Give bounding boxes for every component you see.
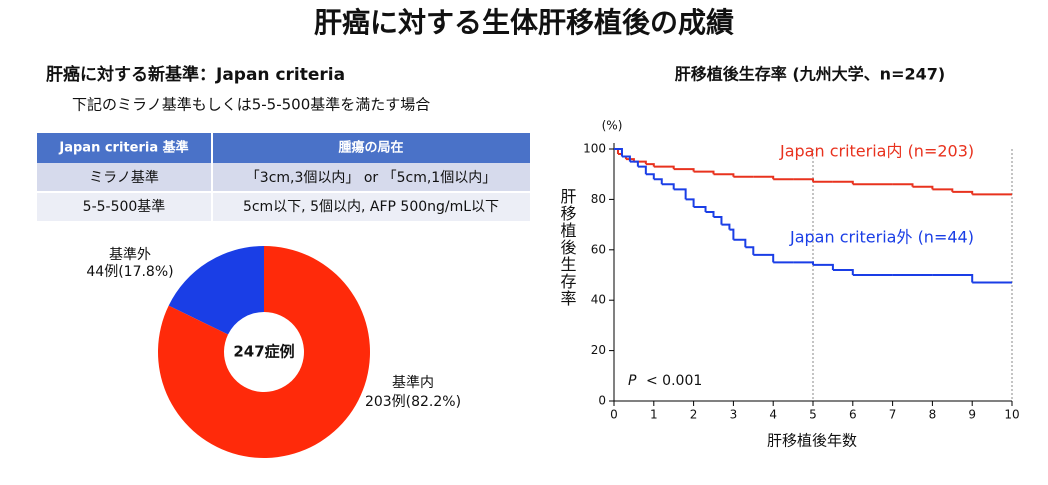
survival-step: [753, 253, 775, 263]
series-label: Japan criteria内 (n=203): [779, 142, 974, 161]
table-cell: 5cm以下, 5個以内, AFP 500ng/mL以下: [243, 199, 499, 215]
survival-step: [813, 263, 834, 270]
criteria-subheading: 下記のミラノ基準もしくは5-5-500基準を満たす場合: [72, 96, 430, 114]
survival-step: [793, 178, 814, 182]
x-tick-label: 10: [1004, 408, 1019, 422]
slide-title: 肝癌に対する生体肝移植後の成績: [314, 6, 734, 39]
y-tick-label: 60: [591, 242, 606, 256]
table-header: Japan criteria 基準: [58, 140, 188, 156]
survival-step: [713, 173, 735, 177]
p-symbol: P: [628, 373, 637, 389]
p-value: < 0.001: [646, 373, 702, 389]
survival-step: [932, 274, 974, 283]
survival-step: [673, 168, 695, 172]
survival-step: [637, 165, 647, 175]
x-tick-label: 1: [650, 408, 658, 422]
survival-step: [952, 190, 974, 195]
table-cell: 5-5-500基準: [83, 198, 166, 215]
x-tick-label: 4: [769, 408, 777, 422]
table-row-bg: [37, 163, 530, 192]
criteria-heading: 肝癌に対する新基準：Japan criteria: [46, 64, 345, 85]
x-tick-label: 9: [968, 408, 976, 422]
survival-step: [653, 178, 663, 185]
survival-step: [745, 246, 755, 255]
survival-step: [832, 180, 854, 185]
table-cell: ミラノ基準: [89, 169, 159, 186]
slice-value-label: 203例(82.2%): [365, 394, 461, 410]
survival-step: [793, 261, 814, 265]
table-header-bg: [37, 133, 530, 163]
center-label: 247症例: [233, 343, 294, 361]
x-tick-label: 7: [889, 408, 897, 422]
x-tick-label: 8: [929, 408, 937, 422]
survival-step: [645, 173, 655, 180]
y-tick-label: 40: [591, 293, 606, 307]
survival-step: [645, 163, 655, 167]
survival-step: [912, 185, 934, 190]
table-header: 腫瘍の局在: [338, 140, 403, 156]
y-tick-label: 100: [583, 142, 606, 156]
x-tick-label: 3: [730, 408, 738, 422]
survival-step: [892, 183, 914, 187]
survival-step: [729, 228, 735, 240]
survival-step: [614, 148, 623, 157]
pie-slice: [168, 246, 264, 335]
survival-step: [653, 165, 675, 170]
survival-step: [733, 238, 747, 248]
survival-step: [621, 155, 631, 162]
y-axis-label: 肝移植後生存率: [558, 188, 577, 307]
table-row-bg: [37, 192, 530, 221]
survival-step: [932, 188, 954, 192]
survival-step: [673, 188, 687, 200]
slice-value-label: 44例(17.8%): [86, 264, 173, 280]
slice-label: 基準外: [109, 246, 151, 263]
x-tick-label: 0: [610, 408, 618, 422]
x-tick-label: 6: [849, 408, 857, 422]
x-axis-label: 肝移植後年数: [767, 432, 857, 450]
y-tick-label: 20: [591, 343, 606, 357]
survival-step: [705, 211, 715, 218]
survival-step: [629, 160, 639, 167]
survival-step: [685, 198, 695, 207]
y-tick-label: 0: [598, 394, 606, 408]
survival-step: [721, 223, 731, 230]
pie-slice: [158, 246, 371, 458]
survival-step: [693, 170, 715, 175]
y-unit: (%): [602, 119, 623, 133]
survival-step: [753, 175, 775, 180]
survival-chart: 肝移植後生存率 (九州大学、n=247)(%)肝移植後生存率肝移植後年数0204…: [558, 65, 1020, 450]
slice-label: 基準内: [392, 374, 434, 391]
y-tick-label: 80: [591, 192, 606, 206]
chart-title: 肝移植後生存率 (九州大学、n=247): [675, 65, 945, 84]
survival-step: [661, 183, 675, 190]
survival-step: [832, 268, 854, 275]
survival-step: [693, 205, 707, 212]
table-cell: 「3cm,3個以内」 or 「5cm,1個以内」: [246, 170, 496, 186]
survival-step: [713, 216, 723, 225]
series-label: Japan criteria外 (n=44): [789, 228, 974, 247]
x-tick-label: 5: [809, 408, 817, 422]
x-tick-label: 2: [690, 408, 698, 422]
